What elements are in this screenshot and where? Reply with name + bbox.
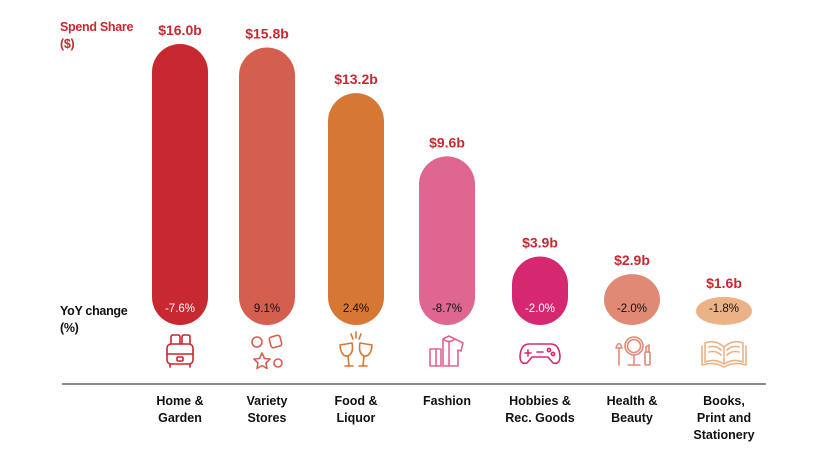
yoy-change-label: 9.1% [254, 303, 280, 315]
yoy-change-label: -2.0% [525, 303, 555, 315]
bar-1 [152, 44, 208, 325]
bar-5 [512, 256, 568, 325]
category-label: Hobbies & Rec. Goods [505, 394, 575, 425]
value-label: $13.2b [334, 71, 378, 87]
category-label: Home & Garden [156, 394, 203, 425]
shapes-icon [251, 334, 283, 370]
value-label: $3.9b [522, 235, 558, 251]
value-label: $2.9b [614, 252, 650, 268]
bar-7 [696, 296, 752, 325]
bar-6 [604, 274, 660, 325]
spend-share-axis-title: Spend Share ($) [60, 19, 150, 53]
yoy-change-label: 2.4% [343, 303, 369, 315]
clothing-icon [429, 335, 464, 367]
category-label: Books, Print and Stationery [693, 394, 754, 442]
category-label: Health & Beauty [607, 394, 658, 425]
open-book-icon [701, 340, 747, 368]
yoy-change-title-line1: YoY change [60, 304, 128, 318]
value-label: $16.0b [158, 22, 202, 38]
cheers-glasses-icon [339, 331, 373, 367]
value-label: $15.8b [245, 26, 289, 42]
category-label: Fashion [423, 394, 471, 408]
yoy-change-label: -7.6% [165, 303, 195, 315]
bar-4 [419, 156, 475, 325]
value-label: $1.6b [706, 275, 742, 291]
spend-share-title-line2: ($) [60, 37, 75, 51]
beauty-mirror-icon [615, 336, 651, 366]
category-label: Food & Liquor [334, 394, 377, 425]
value-label: $9.6b [429, 134, 465, 150]
bar-3 [328, 93, 384, 325]
spend-share-title-line1: Spend Share [60, 20, 134, 34]
yoy-change-label: -1.8% [709, 303, 739, 315]
yoy-change-title-line2: (%) [60, 321, 79, 335]
yoy-change-label: -2.0% [617, 303, 647, 315]
toaster-icon [166, 334, 194, 368]
yoy-change-label: -8.7% [432, 303, 462, 315]
bar-2 [239, 47, 295, 325]
gamepad-icon [519, 343, 561, 365]
category-label: Variety Stores [246, 394, 287, 425]
yoy-change-axis-title: YoY change (%) [60, 303, 150, 337]
